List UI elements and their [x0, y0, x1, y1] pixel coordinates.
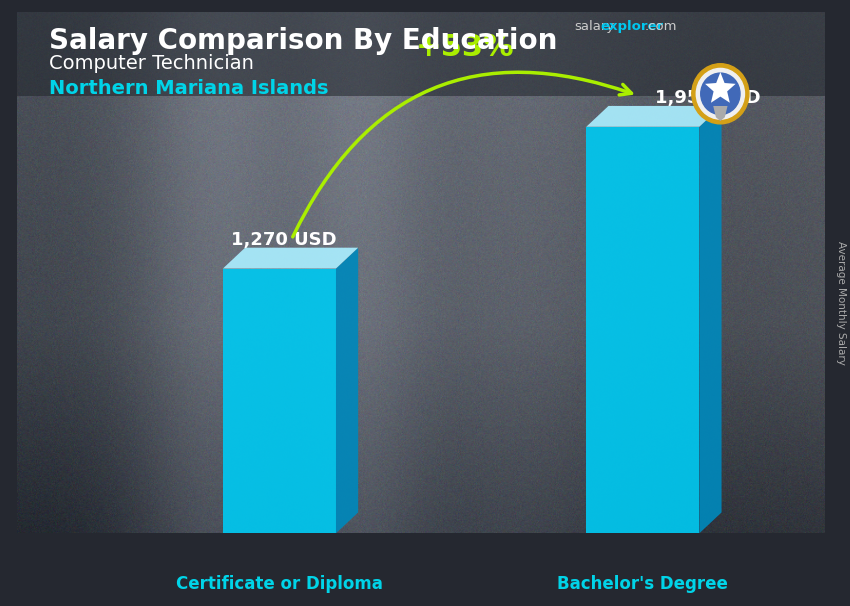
Text: Salary Comparison By Education: Salary Comparison By Education: [49, 27, 558, 55]
Text: Bachelor's Degree: Bachelor's Degree: [558, 575, 728, 593]
Text: explorer: explorer: [600, 21, 664, 33]
Circle shape: [696, 68, 745, 119]
Polygon shape: [17, 12, 824, 96]
Text: salary: salary: [574, 21, 615, 33]
Polygon shape: [223, 268, 336, 533]
Text: Computer Technician: Computer Technician: [49, 54, 254, 73]
Text: +53%: +53%: [416, 33, 514, 62]
Polygon shape: [586, 127, 700, 533]
Circle shape: [692, 64, 749, 124]
Text: Average Monthly Salary: Average Monthly Salary: [836, 241, 846, 365]
Polygon shape: [223, 248, 358, 268]
Polygon shape: [706, 72, 735, 103]
Text: Northern Mariana Islands: Northern Mariana Islands: [49, 79, 329, 98]
Text: Certificate or Diploma: Certificate or Diploma: [176, 575, 382, 593]
Text: .com: .com: [645, 21, 677, 33]
Polygon shape: [336, 248, 358, 533]
Circle shape: [700, 73, 740, 115]
Polygon shape: [586, 106, 722, 127]
Polygon shape: [700, 106, 722, 533]
Polygon shape: [713, 106, 728, 121]
Text: 1,950 USD: 1,950 USD: [654, 89, 760, 107]
Text: 1,270 USD: 1,270 USD: [231, 231, 337, 248]
